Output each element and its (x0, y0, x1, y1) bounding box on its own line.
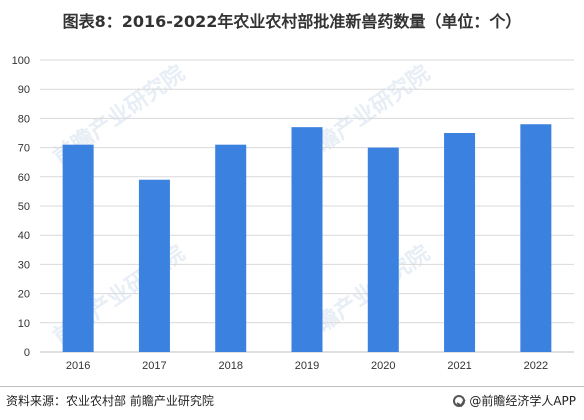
y-tick-label: 40 (18, 230, 30, 242)
y-tick-label: 80 (18, 113, 30, 125)
y-axis-ticks: 0 10 20 30 40 50 60 70 80 90 100 (12, 55, 30, 359)
bar-2021 (444, 133, 476, 352)
brand-logo-icon (453, 394, 466, 407)
y-tick-label: 100 (12, 55, 30, 67)
x-tick-label: 2020 (371, 360, 395, 372)
bar-2019 (291, 127, 323, 352)
y-tick-label: 70 (18, 143, 30, 155)
y-tick-label: 60 (18, 172, 30, 184)
x-axis-ticks: 2016 2017 2018 2019 2020 2021 2022 (66, 360, 548, 372)
y-tick-label: 0 (24, 347, 30, 359)
x-tick-label: 2021 (447, 360, 471, 372)
bar-2020 (367, 147, 399, 352)
bar-2017 (138, 179, 170, 352)
footer-divider (0, 386, 584, 387)
x-tick-label: 2022 (524, 360, 548, 372)
bars (62, 124, 552, 353)
y-tick-label: 90 (18, 84, 30, 96)
y-tick-label: 30 (18, 259, 30, 271)
y-tick-label: 20 (18, 289, 30, 301)
y-tick-label: 50 (18, 201, 30, 213)
source-note: 资料来源：农业农村部 前瞻产业研究院 (6, 394, 214, 408)
bar-chart: 前瞻产业研究院 前瞻产业研究院 前瞻产业研究院 前瞻产业研究院 01020304… (12, 55, 574, 372)
x-tick-label: 2018 (218, 360, 242, 372)
bar-2018 (215, 144, 247, 352)
y-tick-label: 10 (18, 318, 30, 330)
x-tick-label: 2017 (142, 360, 166, 372)
bar-2022 (520, 124, 552, 353)
x-tick-label: 2019 (295, 360, 319, 372)
brand-name: @前瞻经济学人APP (469, 394, 576, 408)
x-tick-label: 2016 (66, 360, 90, 372)
chart-title: 图表8：2016-2022年农业农村部批准新兽药数量（单位：个） (62, 12, 522, 31)
brand-credit: @前瞻经济学人APP (453, 392, 576, 409)
bar-2016 (62, 144, 94, 352)
